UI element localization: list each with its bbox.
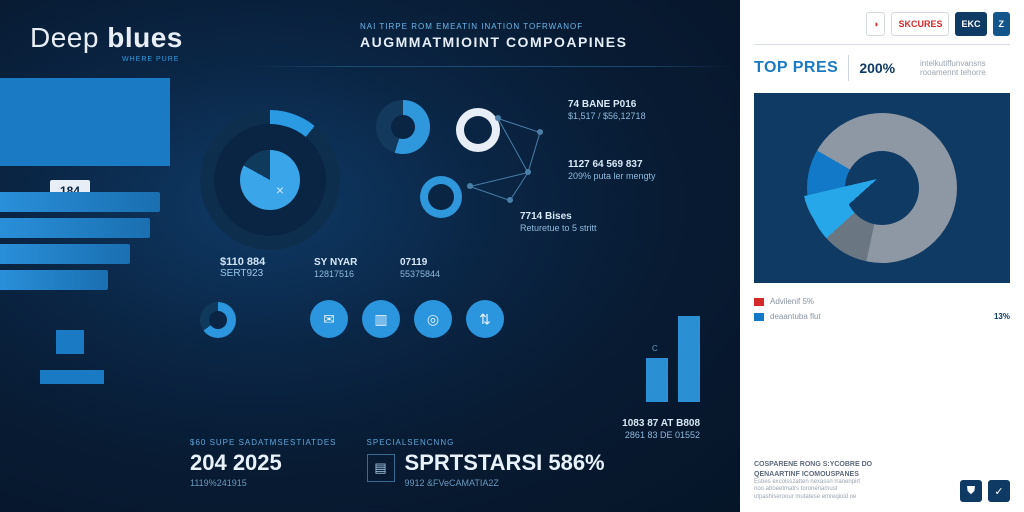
hbar [0,192,160,212]
target-icon: ◎ [414,300,452,338]
title-overline: NAI TIRPE ROM EMEATIN INATION TOFRWANOF [360,22,720,31]
bottom-stats: $60 SUPE SADATMSESTIATDES204 20251119%24… [190,438,605,488]
center-donut [420,176,462,218]
foot-title: COSPARENE RONG S:YCOBRE DOQENAARTINF ICO… [754,460,872,478]
bottom-stat: $60 SUPE SADATMSESTIATDES204 20251119%24… [190,438,337,488]
network-node [537,129,543,135]
hbar [0,270,108,290]
center-donut [376,100,430,154]
brand: Deep blues [30,22,183,54]
sidebar-legend: Advilenif 5% deaantuba flut13% [754,297,1010,321]
sidebar-header: TOP PRES 200% intelkutiffunvansns rooame… [754,55,1010,81]
stat-block: 1127 64 569 837209% puta ler mengty [568,158,656,183]
sidebar-donut-panel [754,93,1010,283]
gauge-label: $110 884 SERT923 [220,256,265,279]
legend-row: deaantuba flut13% [754,312,1010,321]
stat-block: 74 BANE P016$1,517 / $56,12718 [568,98,646,123]
mini-bar [678,316,700,402]
badge-check-icon: ✓ [988,480,1010,502]
mini-bar-chart: C [646,316,700,402]
sidebar-sub: intelkutiffunvansns rooamennt tehorre [920,59,1010,77]
network-node [525,169,531,175]
brand-text: Deep blues [30,22,183,54]
mini-square-1 [56,330,84,354]
mail-icon: ✉ [310,300,348,338]
main-panel: Deep blues WHERE PURE NAI TIRPE ROM EMEA… [0,0,740,512]
logo-ekc: EKC [955,12,986,36]
brand-sub: WHERE PURE [122,56,179,63]
network-node [495,115,501,121]
bottom-icon: ▤ [367,454,395,482]
partner-logos: ◑SKCURESEKC Z [754,12,1010,36]
small-donut [200,302,236,338]
center-donut [456,108,500,152]
sidebar: ◑SKCURESEKC Z TOP PRES 200% intelkutiffun… [740,0,1024,512]
hbar-chart [0,192,160,296]
legend-row: Advilenif 5% [754,297,1010,306]
sidebar-rule [754,44,1010,45]
network-node [467,183,473,189]
transfer-icon: ⇅ [466,300,504,338]
hbar [0,244,130,264]
logo-z: Z [993,12,1011,36]
mid-stat: SY NYAR12817516 [314,256,357,281]
mini-square-2 [40,370,104,384]
grid-icon: ▥ [362,300,400,338]
mini-bar-caption: 1083 87 AT B808 2861 83 DE 01552 [622,417,700,442]
mini-bar [646,358,668,402]
header-rule [250,66,730,67]
left-feature-block [0,78,170,166]
sidebar-pct: 200% [859,60,895,76]
bottom-stat: SPECIALSENCNNG▤SPRTSTARSI 586%9912 &FVeC… [367,438,605,488]
network-node [507,197,513,203]
mid-stat: 0711955375844 [400,256,440,281]
network-edge [528,132,541,172]
foot-badges: ⛊ ✓ [960,480,1010,502]
logo-red: ◑ [866,12,885,36]
gauge-chart: × [200,110,340,250]
logo-sk: SKCURES [891,12,949,36]
network-edge [470,186,510,201]
sidebar-footer: COSPARENE RONG S:YCOBRE DOQENAARTINF ICO… [754,460,1010,502]
stat-block: 7714 BisesReturetue to 5 stritt [520,210,597,235]
title-block: NAI TIRPE ROM EMEATIN INATION TOFRWANOF … [360,22,720,50]
sidebar-title: TOP PRES [754,59,838,77]
hbar [0,218,150,238]
title-main: AUGMMATMIOINT COMPOAPINES [360,34,720,50]
foot-lines: Esbes excolsszatten nexassn rranenpirtno… [754,479,872,502]
donut-popped-slice [802,104,952,254]
badge-shield-icon: ⛊ [960,480,982,502]
